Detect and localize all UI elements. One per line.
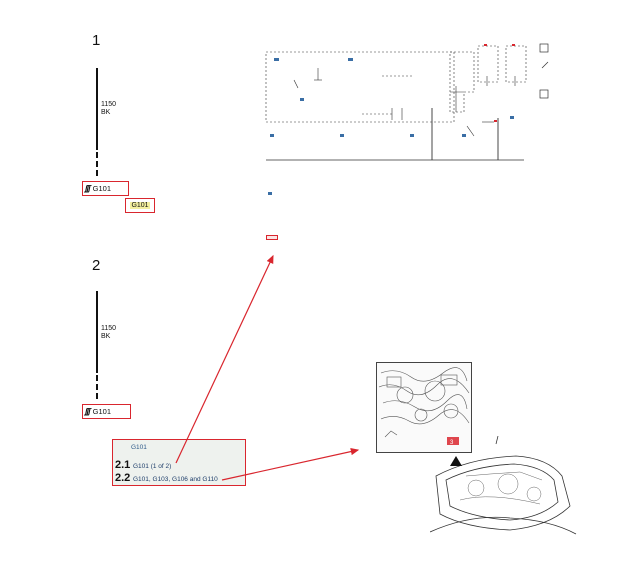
vehicle-hood-open-image <box>430 436 577 535</box>
arrow-icon <box>175 254 274 464</box>
step-1-ground-box[interactable]: ʃʃʃ G101 <box>82 181 129 196</box>
step-1-number: 1 <box>92 32 101 49</box>
step-2-wire-dashed <box>96 375 98 399</box>
arrow-icon <box>221 448 360 481</box>
callout-item-2-1-index: 2.1 <box>115 459 131 471</box>
step-1-connector-box[interactable]: G101 <box>125 198 155 213</box>
step-2-wire-label: 1150 BK <box>101 325 117 340</box>
step-1-wire <box>96 68 98 150</box>
ground-location-marker[interactable] <box>266 235 278 240</box>
ground-symbol-icon: ʃʃʃ <box>85 407 91 416</box>
svg-text:3: 3 <box>450 440 454 446</box>
callout-item-2-2-index: 2.2 <box>115 472 131 484</box>
callout-item-2-2-text: G101, G103, G106 and G110 <box>133 476 218 483</box>
ground-location-callout[interactable]: G101 2.1 G101 (1 of 2) 2.2 G101, G103, G… <box>112 439 246 486</box>
engine-bay-image: 3 <box>376 362 472 453</box>
ground-symbol-icon: ʃʃʃ <box>85 184 91 193</box>
callout-item-2-1-text: G101 (1 of 2) <box>133 463 172 470</box>
callout-item-2-1[interactable]: 2.1 G101 (1 of 2) <box>115 459 171 471</box>
step-1-wire-dashed <box>96 152 98 176</box>
wiring-schematic <box>265 43 549 161</box>
step-2-wire <box>96 291 98 373</box>
step-2-number: 2 <box>92 257 101 274</box>
step-2-ground-box[interactable]: ʃʃʃ G101 <box>82 404 131 419</box>
step-1-ground-label: G101 <box>92 184 112 193</box>
callout-item-2-2[interactable]: 2.2 G101, G103, G106 and G110 <box>115 472 218 484</box>
schematic-marker <box>268 192 272 195</box>
hood-open-icon <box>450 456 462 466</box>
step-1-wire-label: 1150 BK <box>101 101 117 116</box>
callout-heading: G101 <box>131 444 147 451</box>
step-2-ground-label: G101 <box>92 407 112 416</box>
step-1-connector-label: G101 <box>130 202 150 209</box>
